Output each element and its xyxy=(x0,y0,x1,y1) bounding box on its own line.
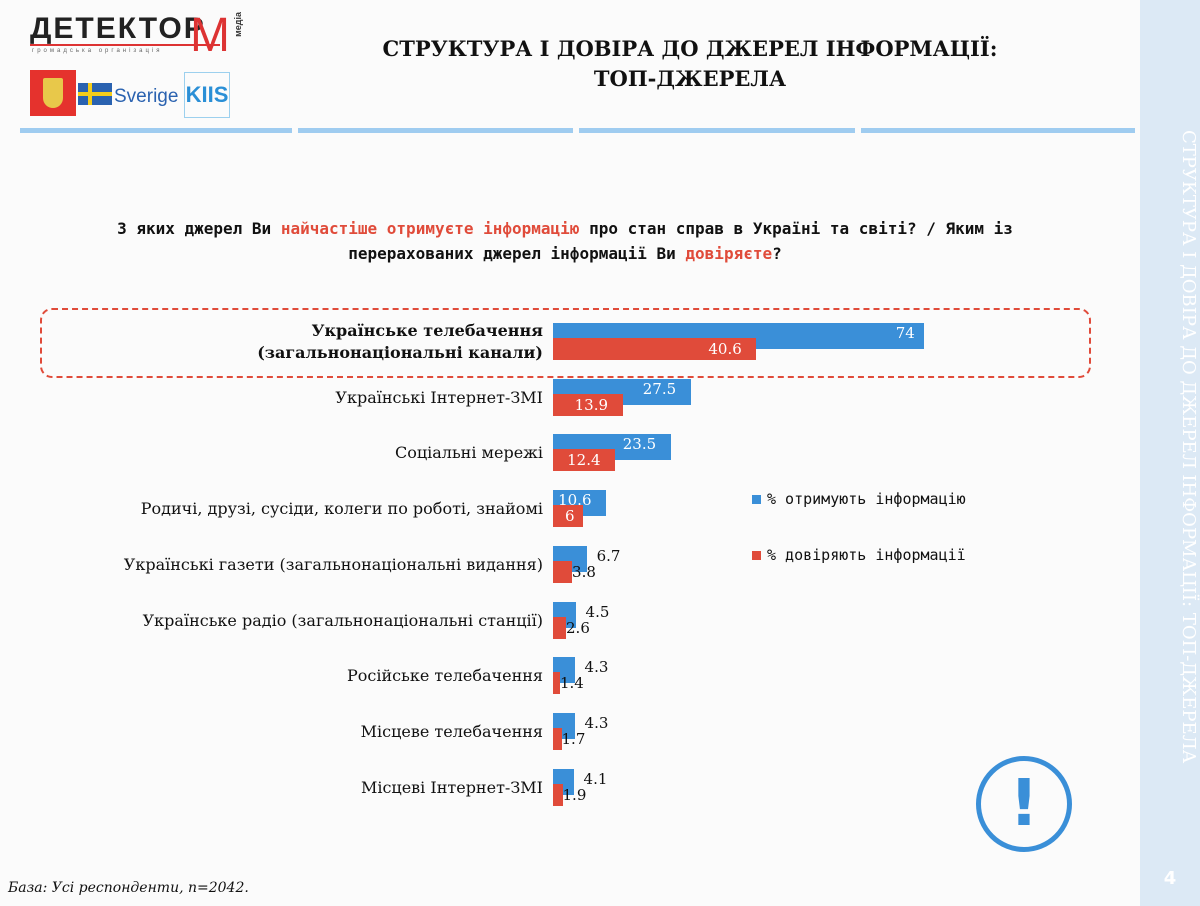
category-label: Російське телебачення xyxy=(347,666,543,686)
data-label: 12.4 xyxy=(567,451,601,470)
sidebar xyxy=(1140,0,1200,906)
data-label: 74 xyxy=(895,324,915,342)
sverige-logo: Sverige xyxy=(114,86,179,107)
sidebar-title: СТРУКТУРА І ДОВІРА ДО ДЖЕРЕЛ ІНФОРМАЦІЇ:… xyxy=(1178,130,1199,764)
category-label: Українське телебачення (загальнонаціонал… xyxy=(257,321,543,362)
logo-detector: ДЕТЕКТОР xyxy=(30,12,206,45)
bar-trust xyxy=(553,338,757,360)
data-label: 4.5 xyxy=(585,602,610,621)
category-label: Українське радіо (загальнонаціональні ст… xyxy=(142,610,543,630)
bar-trust xyxy=(553,672,560,695)
question-part: З яких джерел Ви xyxy=(117,219,281,238)
highlight-box xyxy=(40,308,1091,378)
question-part: про стан справ в Україні та світі? / Яки… xyxy=(348,219,1013,263)
bar-trust xyxy=(553,616,567,639)
bar-trust xyxy=(553,505,584,528)
exclamation-icon: ! xyxy=(976,756,1072,852)
data-label: 4.3 xyxy=(584,658,609,677)
legend-item-received: % отримують інформацію xyxy=(752,490,966,508)
data-label: 1.9 xyxy=(562,785,587,804)
logo-m: М xyxy=(190,9,230,62)
divider xyxy=(579,128,855,133)
question-part: ? xyxy=(772,244,782,263)
bar-trust xyxy=(553,560,573,583)
page-title-line1: СТРУКТУРА І ДОВІРА ДО ДЖЕРЕЛ ІНФОРМАЦІЇ: xyxy=(382,36,998,61)
data-label: 27.5 xyxy=(642,379,677,398)
coat-of-arms-icon xyxy=(30,70,76,116)
bar-trust xyxy=(553,783,563,806)
legend-swatch xyxy=(752,551,761,560)
category-label: Українські газети (загальнонаціональні в… xyxy=(123,554,543,574)
data-label: 4.3 xyxy=(584,713,609,732)
bar-trust xyxy=(553,449,616,472)
bar-trust xyxy=(553,727,562,750)
logo-underline xyxy=(30,44,220,46)
category-label: Місцеве телебачення xyxy=(360,721,543,741)
legend-swatch xyxy=(752,495,761,504)
legend-item-trust: % довіряють інформації xyxy=(752,546,966,564)
data-label: 13.9 xyxy=(574,395,609,414)
question-highlight: найчастіше отримуєте інформацію xyxy=(280,219,580,238)
kiis-logo: KIIS xyxy=(184,72,230,118)
category-label: Українські Інтернет-ЗМІ xyxy=(335,387,543,407)
logo-subtitle: громадська організація xyxy=(32,48,163,54)
divider xyxy=(20,128,292,133)
data-label: 40.6 xyxy=(708,340,742,358)
data-label: 1.4 xyxy=(560,674,584,693)
data-label: 3.8 xyxy=(572,562,596,581)
legend-label: % отримують інформацію xyxy=(767,490,966,508)
data-label: 23.5 xyxy=(622,435,657,454)
data-label: 1.7 xyxy=(561,729,586,748)
data-label: 10.6 xyxy=(558,491,592,510)
legend-label: % довіряють інформації xyxy=(767,546,966,564)
category-label: Соціальні мережі xyxy=(394,443,543,463)
logo-media: медіа xyxy=(233,12,243,37)
data-label: 6 xyxy=(565,507,575,526)
sweden-flag-icon xyxy=(78,83,112,105)
divider xyxy=(861,128,1135,133)
data-label: 6.7 xyxy=(596,546,621,565)
data-label: 2.6 xyxy=(566,618,590,637)
divider xyxy=(298,128,573,133)
category-label: Місцеві Інтернет-ЗМІ xyxy=(360,777,543,797)
question-highlight: довіряєте xyxy=(685,244,773,263)
category-label: Родичі, друзі, сусіди, колеги по роботі,… xyxy=(140,499,543,519)
page-number: 4 xyxy=(1163,868,1177,889)
question-text: З яких джерел Ви найчастіше отримуєте ін… xyxy=(60,216,1070,266)
footnote: База: Усі респонденти, n=2042. xyxy=(8,880,249,896)
data-label: 4.1 xyxy=(583,769,608,788)
page-title-line2: ТОП-ДЖЕРЕЛА xyxy=(593,66,787,91)
bar-trust xyxy=(553,393,623,416)
